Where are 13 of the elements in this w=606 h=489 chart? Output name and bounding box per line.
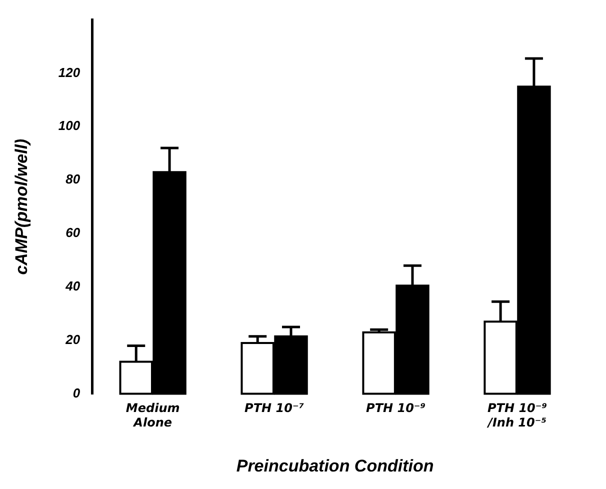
x-tick-label: PTH 10⁻⁹ xyxy=(366,401,426,416)
y-tick-label: 100 xyxy=(58,118,81,134)
y-tick-label: 40 xyxy=(64,278,81,294)
y-tick-label: 20 xyxy=(64,332,81,347)
x-tick-label: PTH 10⁻⁷ xyxy=(244,401,305,416)
y-tick-label: 0 xyxy=(72,385,81,400)
x-axis-title: Preincubation Condition xyxy=(236,456,434,476)
y-axis-title: cAMP(pmol/well) xyxy=(12,138,31,275)
y-tick-label: 120 xyxy=(58,64,81,80)
y-tick-label: 80 xyxy=(66,172,81,187)
x-tick-label: PTH 10⁻⁹ /Inh 10⁻⁵ xyxy=(486,401,548,430)
y-tick-label: 60 xyxy=(66,225,81,240)
x-tick-label: Medium Alone xyxy=(126,401,180,430)
